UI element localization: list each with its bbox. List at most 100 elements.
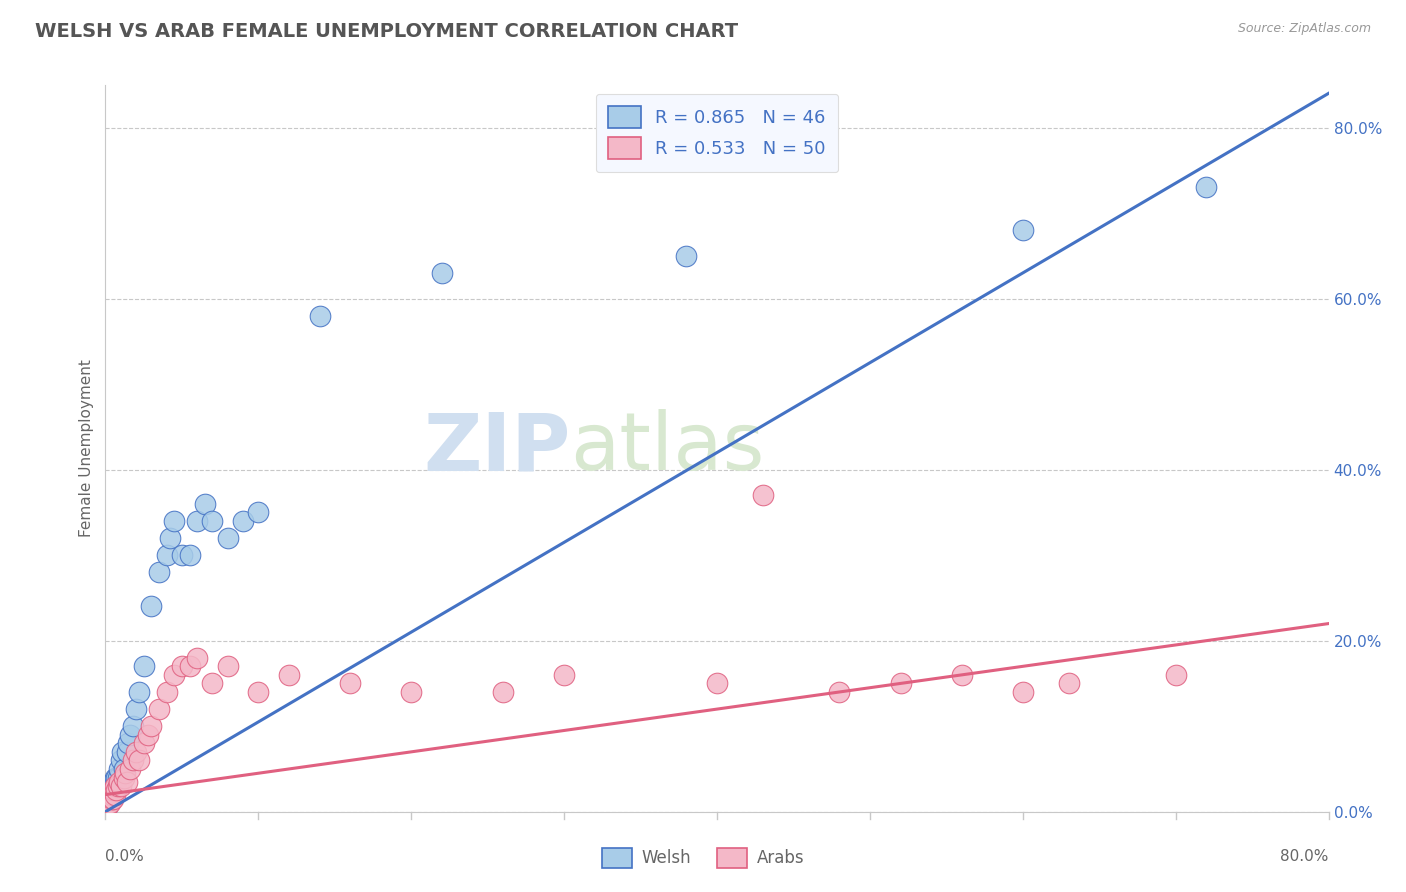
Point	[308, 309, 330, 323]
Point	[201, 676, 224, 690]
Point	[107, 771, 129, 785]
Point	[186, 514, 208, 528]
Point	[232, 514, 254, 528]
Point	[492, 685, 515, 699]
Point	[132, 659, 155, 673]
Point	[96, 797, 118, 812]
Point	[110, 753, 132, 767]
Point	[97, 792, 120, 806]
Point	[339, 676, 361, 690]
Point	[115, 774, 138, 789]
Point	[155, 685, 177, 699]
Point	[675, 249, 697, 263]
Point	[186, 650, 208, 665]
Point	[97, 788, 120, 802]
Point	[112, 762, 135, 776]
Point	[752, 488, 775, 502]
Point	[97, 788, 120, 802]
Point	[1011, 685, 1033, 699]
Point	[98, 792, 121, 806]
Text: atlas: atlas	[571, 409, 765, 487]
Text: 0.0%: 0.0%	[105, 849, 145, 864]
Point	[98, 788, 121, 802]
Text: ZIP: ZIP	[423, 409, 571, 487]
Point	[170, 548, 193, 562]
Point	[136, 728, 159, 742]
Point	[117, 736, 139, 750]
Point	[170, 659, 193, 673]
Point	[889, 676, 911, 690]
Point	[108, 774, 131, 789]
Point	[101, 792, 124, 806]
Point	[1195, 180, 1218, 194]
Point	[1057, 676, 1080, 690]
Point	[125, 745, 148, 759]
Point	[118, 728, 141, 742]
Point	[101, 774, 124, 789]
Point	[105, 783, 128, 797]
Point	[278, 668, 301, 682]
Point	[107, 779, 129, 793]
Point	[155, 548, 177, 562]
Point	[111, 745, 134, 759]
Point	[100, 779, 122, 793]
Point	[706, 676, 728, 690]
Point	[108, 762, 131, 776]
Point	[110, 779, 132, 793]
Point	[97, 792, 120, 806]
Point	[100, 788, 122, 802]
Point	[1011, 223, 1033, 237]
Point	[1164, 668, 1187, 682]
Point	[122, 753, 145, 767]
Point	[104, 779, 127, 793]
Point	[217, 531, 239, 545]
Text: Source: ZipAtlas.com: Source: ZipAtlas.com	[1237, 22, 1371, 36]
Point	[118, 762, 141, 776]
Legend: Welsh, Arabs: Welsh, Arabs	[595, 841, 811, 875]
Point	[553, 668, 575, 682]
Point	[96, 800, 118, 814]
Text: WELSH VS ARAB FEMALE UNEMPLOYMENT CORRELATION CHART: WELSH VS ARAB FEMALE UNEMPLOYMENT CORREL…	[35, 22, 738, 41]
Point	[194, 497, 217, 511]
Point	[141, 719, 163, 733]
Point	[101, 783, 124, 797]
Point	[104, 771, 127, 785]
Point	[98, 788, 121, 802]
Point	[159, 531, 181, 545]
Point	[96, 796, 118, 810]
Text: 80.0%: 80.0%	[1281, 849, 1329, 864]
Point	[141, 599, 163, 614]
Point	[201, 514, 224, 528]
Point	[96, 800, 118, 814]
Point	[115, 745, 138, 759]
Point	[114, 766, 136, 780]
Point	[104, 779, 127, 793]
Point	[163, 668, 186, 682]
Point	[98, 783, 121, 797]
Point	[100, 792, 122, 806]
Point	[401, 685, 423, 699]
Point	[104, 788, 127, 802]
Point	[179, 659, 201, 673]
Point	[148, 702, 170, 716]
Point	[430, 266, 453, 280]
Point	[132, 736, 155, 750]
Point	[128, 753, 150, 767]
Point	[247, 685, 270, 699]
Point	[128, 685, 150, 699]
Point	[163, 514, 186, 528]
Point	[97, 796, 120, 810]
Point	[247, 505, 270, 519]
Y-axis label: Female Unemployment: Female Unemployment	[79, 359, 94, 537]
Point	[97, 796, 120, 810]
Legend: R = 0.865   N = 46, R = 0.533   N = 50: R = 0.865 N = 46, R = 0.533 N = 50	[596, 94, 838, 172]
Point	[179, 548, 201, 562]
Point	[125, 702, 148, 716]
Point	[105, 771, 128, 785]
Point	[828, 685, 851, 699]
Point	[96, 792, 118, 806]
Point	[96, 796, 118, 810]
Point	[950, 668, 973, 682]
Point	[148, 566, 170, 580]
Point	[112, 771, 135, 785]
